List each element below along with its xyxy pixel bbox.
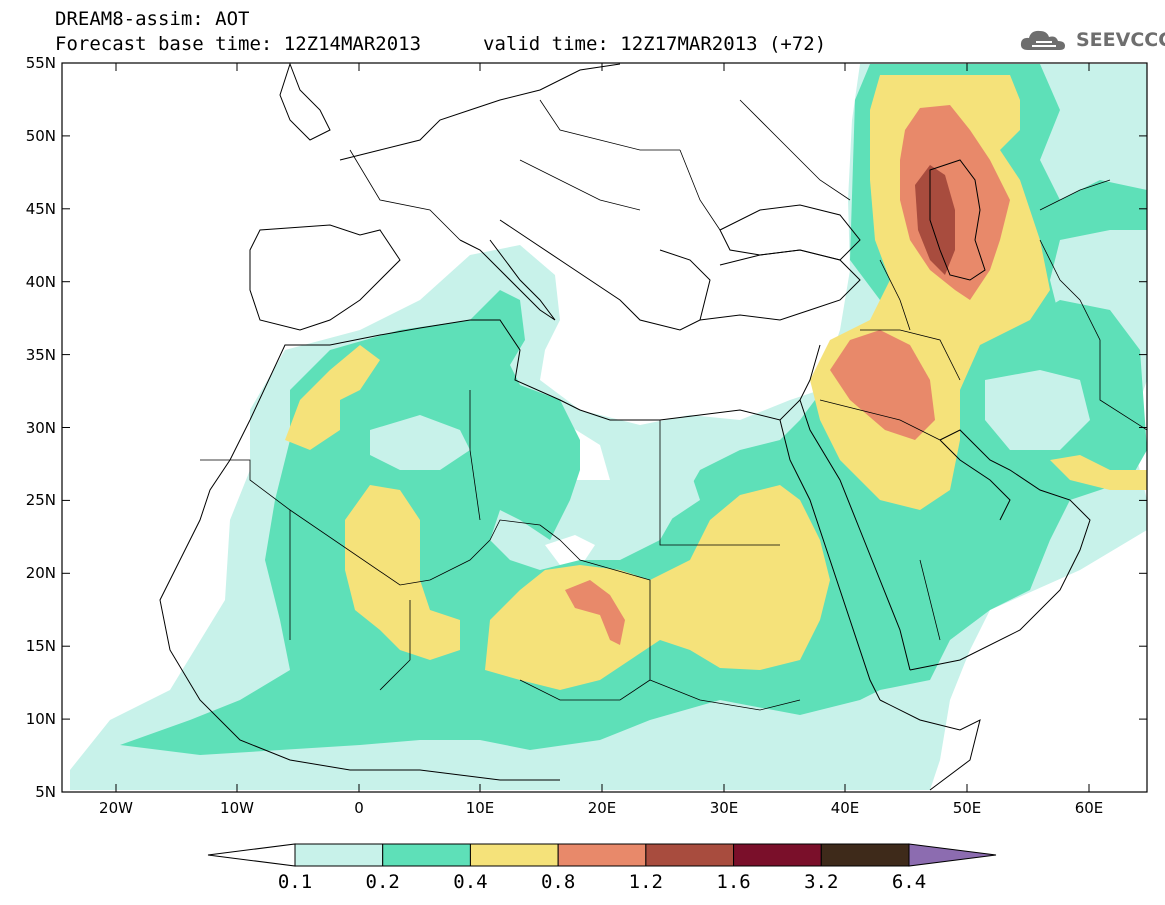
lon-label: 10E xyxy=(465,799,495,817)
lat-label: 40N xyxy=(25,272,56,291)
coastline-uk xyxy=(279,63,331,141)
coastline-europe-north xyxy=(339,63,621,161)
coastline-black-sea xyxy=(719,204,861,261)
colorbar-label: 1.6 xyxy=(716,871,751,893)
coastlines xyxy=(159,63,1091,791)
lon-label: 50E xyxy=(952,799,982,817)
coastline-persian-gulf xyxy=(939,439,1011,521)
lon-label: 0 xyxy=(354,799,364,817)
forecast-base-time: Forecast base time: 12Z14MAR2013 xyxy=(55,33,422,55)
country-borders xyxy=(200,99,1147,711)
aot-level-3-morocco xyxy=(285,345,380,450)
coastline-horn xyxy=(879,699,981,791)
coastline-africa-west xyxy=(159,419,560,781)
colorbar-label: 1.2 xyxy=(628,871,664,893)
aot-level-4-iraq xyxy=(830,330,935,440)
lat-label: 25N xyxy=(25,491,56,510)
colorbar-label: 0.8 xyxy=(540,871,576,893)
coastline-red-sea-east xyxy=(799,399,911,671)
coastline-red-sea xyxy=(779,419,881,701)
aot-level-3-tunisia xyxy=(400,345,435,370)
lat-label: 45N xyxy=(25,199,56,218)
cloud-icon xyxy=(1020,30,1065,50)
colorbar-label: 0.4 xyxy=(453,871,488,893)
lat-label: 30N xyxy=(25,418,56,437)
lat-label: 5N xyxy=(35,783,56,801)
coastline-caspian xyxy=(929,159,986,281)
lat-label: 15N xyxy=(25,637,56,656)
lat-label: 55N xyxy=(25,54,56,72)
colorbar-label: 6.4 xyxy=(891,871,927,893)
map-title: DREAM8-assim: AOT xyxy=(55,8,250,30)
axis-ticks xyxy=(62,62,1147,793)
aot-clear-arabia xyxy=(985,370,1090,450)
coastline-arabia xyxy=(909,429,1091,671)
coastline-italy xyxy=(459,239,556,321)
colorbar-label: 3.2 xyxy=(804,871,839,893)
colorbar-label: 0.1 xyxy=(277,871,313,893)
aot-level-3-gulf xyxy=(1050,455,1147,490)
coastline-balkans xyxy=(499,219,711,331)
aot-level-3-central xyxy=(485,485,830,690)
seevccc-logo: SEEVCCC xyxy=(1018,26,1165,54)
lat-label: 35N xyxy=(25,345,56,364)
aot-level-3-west xyxy=(345,485,460,660)
lon-label: 60E xyxy=(1074,799,1104,817)
lon-label: 30E xyxy=(709,799,739,817)
lat-label: 20N xyxy=(25,564,56,583)
lon-label: 40E xyxy=(830,799,860,817)
lon-label: 10W xyxy=(220,799,254,817)
lon-label: 20E xyxy=(587,799,617,817)
aot-clear-sahara xyxy=(370,415,470,470)
lat-label: 10N xyxy=(25,710,56,729)
lat-label: 50N xyxy=(25,126,56,145)
aot-clear-egypt xyxy=(610,460,700,520)
aot-level-5-caspian xyxy=(915,165,955,275)
lon-label: 20W xyxy=(99,799,133,817)
valid-time: valid time: 12Z17MAR2013 (+72) xyxy=(483,33,827,55)
aot-level-4-chad xyxy=(565,580,625,645)
coastline-iberia xyxy=(249,224,401,331)
aot-field xyxy=(62,63,1147,792)
colorbar-label: 0.2 xyxy=(365,871,400,893)
logo-text: SEEVCCC xyxy=(1076,29,1165,51)
